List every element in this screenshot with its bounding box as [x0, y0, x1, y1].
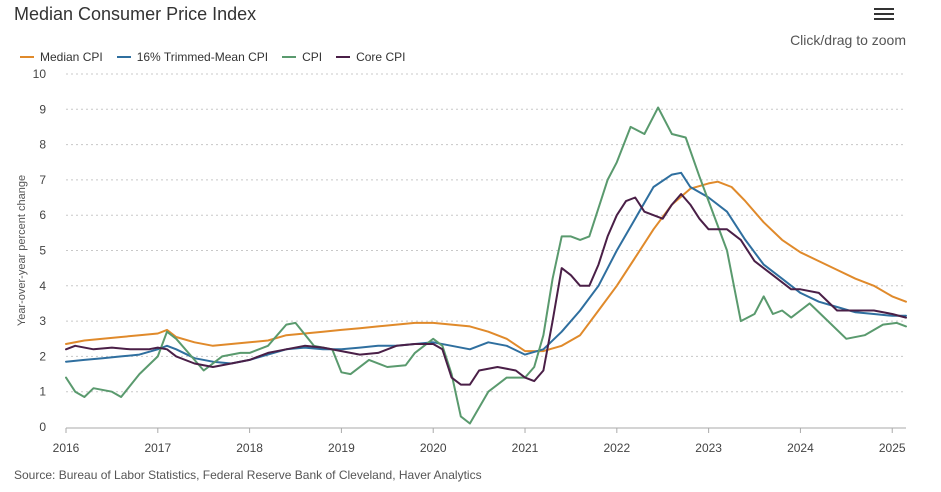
x-tick-label: 2021 — [512, 441, 539, 455]
x-tick-label: 2022 — [603, 441, 630, 455]
x-tick-label: 2019 — [328, 441, 355, 455]
zoom-hint: Click/drag to zoom — [790, 32, 906, 48]
y-tick-label: 4 — [39, 279, 46, 293]
legend-label-trimmed-mean-cpi: 16% Trimmed-Mean CPI — [136, 50, 269, 64]
y-tick-label: 0 — [39, 420, 46, 434]
source-note: Source: Bureau of Labor Statistics, Fede… — [14, 468, 482, 482]
x-tick-label: 2020 — [420, 441, 447, 455]
legend-swatch-core-cpi — [336, 56, 351, 58]
y-tick-label: 9 — [39, 102, 46, 116]
x-tick-label: 2017 — [144, 441, 171, 455]
legend-swatch-trimmed-mean-cpi — [116, 56, 131, 58]
y-tick-label: 7 — [39, 173, 46, 187]
y-tick-label: 8 — [39, 138, 46, 152]
legend-item-cpi[interactable]: CPI — [282, 50, 322, 64]
y-tick-label: 10 — [33, 67, 47, 81]
y-tick-label: 6 — [39, 208, 46, 222]
legend-label-cpi: CPI — [302, 50, 323, 64]
series-line-16-trimmed-mean-cpi — [65, 171, 907, 365]
y-tick-label: 3 — [39, 314, 46, 328]
x-tick-label: 2023 — [695, 441, 722, 455]
legend-swatch-median-cpi — [20, 56, 34, 58]
legend-item-median-cpi[interactable]: Median CPI — [20, 50, 103, 64]
y-axis-label: Year-over-year percent change — [16, 175, 28, 326]
y-tick-label: 2 — [39, 349, 46, 363]
legend: Median CPI 16% Trimmed-Mean CPI CPI Core… — [20, 50, 405, 64]
legend-label-median-cpi: Median CPI — [40, 50, 103, 64]
x-tick-label: 2024 — [787, 441, 814, 455]
series-line-cpi — [65, 106, 907, 425]
x-tick-label: 2018 — [236, 441, 263, 455]
series-line-core-cpi — [65, 193, 907, 386]
legend-swatch-cpi — [282, 56, 297, 58]
x-tick-label: 2016 — [53, 441, 80, 455]
chart-title: Median Consumer Price Index — [14, 4, 257, 24]
x-tick-label: 2025 — [879, 441, 906, 455]
legend-label-core-cpi: Core CPI — [356, 50, 406, 64]
legend-item-trimmed-mean-cpi[interactable]: 16% Trimmed-Mean CPI — [116, 50, 269, 64]
series-line-median-cpi — [65, 180, 907, 353]
legend-item-core-cpi[interactable]: Core CPI — [336, 50, 405, 64]
y-tick-label: 5 — [39, 244, 46, 258]
y-tick-label: 1 — [39, 385, 46, 399]
hamburger-menu-icon[interactable] — [872, 5, 896, 25]
